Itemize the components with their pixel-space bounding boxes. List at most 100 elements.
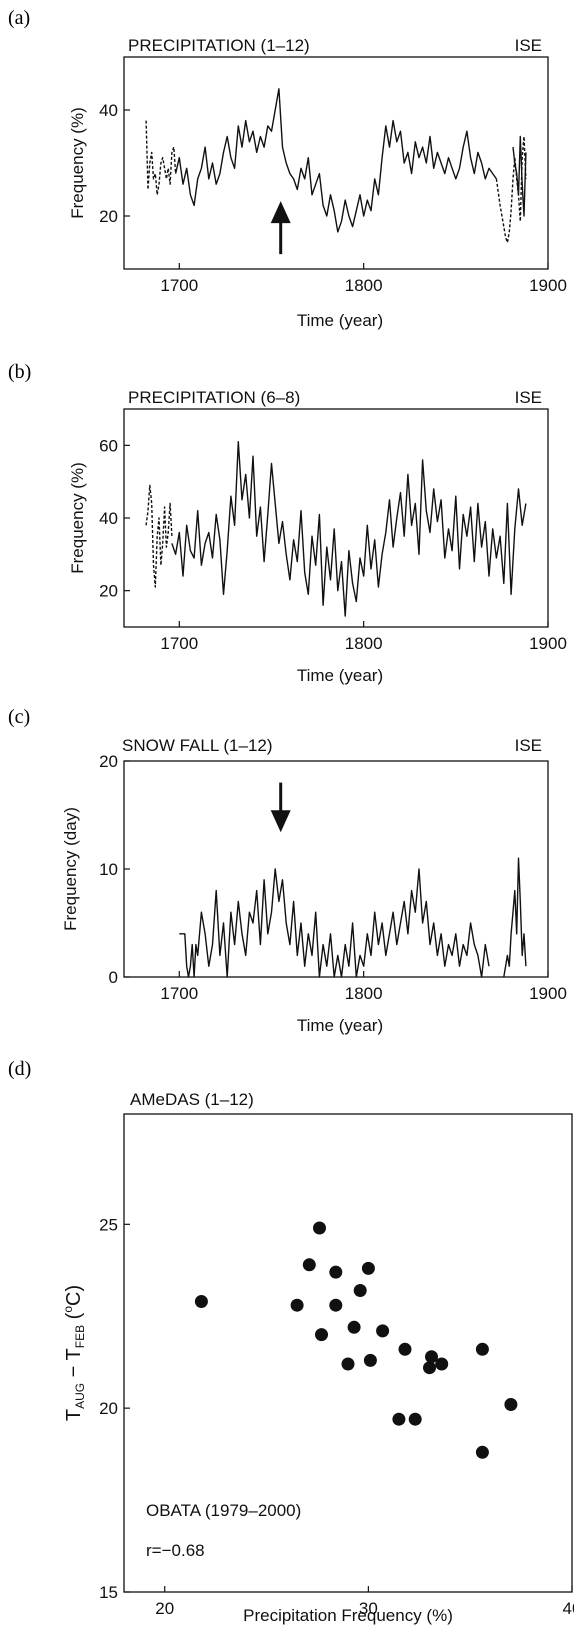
x-tick-label-b-1: 1800: [345, 634, 383, 653]
panel-a-lines: [145, 88, 527, 244]
panel-a: PRECIPITATION (1–12) ISE Time (year) Fre…: [68, 36, 567, 330]
panel-label-a: (a): [8, 7, 30, 29]
panel-c-title: SNOW FALL (1–12): [122, 736, 273, 755]
x-tick-label-c-1: 1800: [345, 984, 383, 1003]
scatter-point-20: [475, 1445, 489, 1459]
scatter-point-5: [329, 1265, 343, 1279]
panel-a-arrow: [270, 201, 291, 255]
x-tick-label-c-0: 1700: [160, 984, 198, 1003]
panel-b-lines: [145, 441, 527, 617]
scatter-point-13: [392, 1412, 406, 1426]
x-tick-label-d-1: 30: [359, 1599, 378, 1618]
x-tick-label-a-2: 1900: [529, 276, 567, 295]
y-tick-label-d-1: 20: [99, 1399, 118, 1418]
panel-b-ylabel: Frequency (%): [68, 462, 87, 573]
y-tick-label-b-1: 40: [99, 509, 118, 528]
ylabel-sub-feb: FEB: [73, 1325, 87, 1348]
ylabel-t-feb: T: [63, 1348, 85, 1360]
panel-b: PRECIPITATION (6–8) ISE Time (year) Freq…: [68, 388, 567, 685]
panel-c-location: ISE: [515, 736, 542, 755]
panel-label-c: (c): [8, 706, 30, 728]
panel-a-xlabel: Time (year): [297, 311, 383, 330]
series-line-c-0: [179, 868, 490, 978]
y-tick-label-b-2: 60: [99, 436, 118, 455]
panel-b-ticks: 1700 1800 1900 20 40 60: [99, 436, 567, 653]
panel-d-ylabel: TAUG − TFEB (oC): [61, 1285, 87, 1421]
y-tick-label-a-1: 40: [99, 101, 118, 120]
panel-label-d: (d): [8, 1058, 31, 1080]
scatter-point-8: [347, 1320, 361, 1334]
panel-b-xlabel: Time (year): [297, 666, 383, 685]
scatter-point-7: [341, 1357, 355, 1371]
scatter-point-6: [329, 1298, 343, 1312]
scatter-point-16: [423, 1361, 436, 1375]
panel-c-lines: [179, 857, 527, 978]
y-tick-label-d-0: 15: [99, 1583, 118, 1602]
x-tick-label-a-0: 1700: [160, 276, 198, 295]
scatter-point-11: [363, 1353, 377, 1367]
series-line-a-0: [145, 120, 177, 196]
scatter-point-18: [435, 1357, 449, 1371]
panel-b-location: ISE: [515, 388, 542, 407]
x-tick-label-d-0: 20: [155, 1599, 174, 1618]
scatter-point-21: [504, 1398, 518, 1411]
panel-a-ylabel: Frequency (%): [68, 107, 87, 218]
arrow-head-c: [270, 810, 291, 833]
panel-label-b: (b): [8, 361, 31, 383]
series-line-a-1: [174, 88, 497, 233]
panel-d-ticks: 20 30 40 15 20 25: [99, 1215, 574, 1618]
panel-d-title: AMeDAS (1–12): [130, 1090, 254, 1109]
y-tick-label-c-1: 10: [99, 860, 118, 879]
panel-d-correlation: r=−0.68: [146, 1541, 205, 1560]
scatter-point-2: [302, 1258, 316, 1272]
ylabel-unit-c: C): [63, 1285, 85, 1306]
y-tick-label-c-0: 0: [109, 968, 118, 987]
panel-a-title: PRECIPITATION (1–12): [128, 36, 310, 55]
scatter-point-14: [398, 1342, 412, 1356]
ylabel-minus: −: [63, 1360, 85, 1382]
scatter-point-3: [313, 1221, 326, 1235]
panel-a-location: ISE: [515, 36, 542, 55]
ylabel-degree: o: [61, 1306, 75, 1313]
panel-c-ticks: 1700 1800 1900 0 10 20: [99, 752, 567, 1003]
panel-d-annotation: OBATA (1979–2000): [146, 1501, 301, 1520]
series-line-b-0: [145, 484, 173, 588]
panel-d-points: [194, 1221, 518, 1459]
scatter-point-10: [361, 1261, 375, 1275]
panel-b-frame: [123, 408, 549, 628]
y-tick-label-b-0: 20: [99, 582, 118, 601]
y-tick-label-c-2: 20: [99, 752, 118, 771]
panel-c-ylabel: Frequency (day): [61, 807, 80, 931]
panel-a-frame: [123, 56, 549, 270]
panel-c: SNOW FALL (1–12) ISE Time (year) Frequen…: [61, 736, 567, 1035]
scatter-point-0: [194, 1295, 208, 1308]
panel-c-xlabel: Time (year): [297, 1016, 383, 1035]
ylabel-unit-open: (: [63, 1312, 85, 1325]
scatter-point-12: [376, 1324, 390, 1338]
panel-d: AMeDAS (1–12) Precipitation Frequency (%…: [61, 1090, 574, 1625]
x-tick-label-b-2: 1900: [529, 634, 567, 653]
scatter-point-1: [290, 1298, 304, 1312]
panel-a-ticks: 1700 1800 1900 20 40: [99, 101, 567, 295]
arrow-head-a: [270, 201, 291, 224]
x-tick-label-d-2: 40: [563, 1599, 574, 1618]
scatter-point-9: [353, 1284, 367, 1297]
series-line-b-1: [171, 441, 527, 617]
scatter-point-15: [408, 1412, 422, 1426]
y-tick-label-a-0: 20: [99, 207, 118, 226]
panel-b-title: PRECIPITATION (6–8): [128, 388, 300, 407]
series-line-a-3: [512, 135, 527, 217]
scatter-point-4: [315, 1328, 328, 1342]
ylabel-t-aug: T: [63, 1409, 85, 1421]
panel-d-frame: [123, 1113, 573, 1593]
x-tick-label-b-0: 1700: [160, 634, 198, 653]
x-tick-label-c-2: 1900: [529, 984, 567, 1003]
panel-d-xlabel: Precipitation Frequency (%): [243, 1606, 453, 1625]
panel-c-arrow: [270, 782, 291, 833]
series-line-c-1: [503, 857, 527, 978]
scatter-point-19: [475, 1342, 489, 1356]
x-tick-label-a-1: 1800: [345, 276, 383, 295]
scatter-point-17: [425, 1350, 438, 1364]
ylabel-sub-aug: AUG: [73, 1383, 87, 1409]
